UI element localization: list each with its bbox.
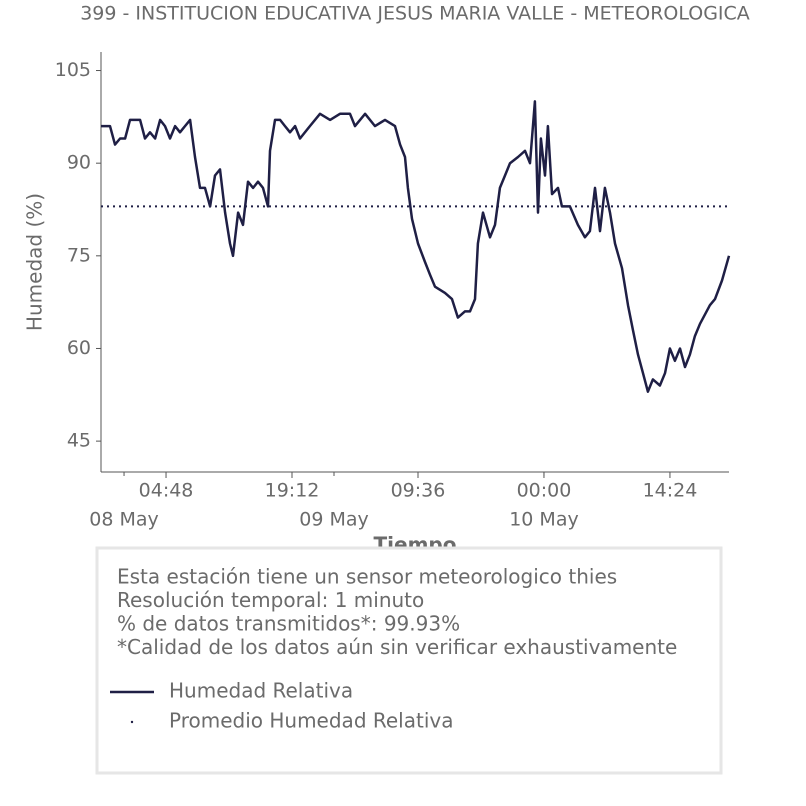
legend-label: Promedio Humedad Relativa [169, 709, 453, 733]
x-date-label: 08 May [89, 509, 159, 531]
y-tick-label: 60 [67, 337, 91, 359]
x-tick-label: 04:48 [139, 480, 194, 502]
y-tick-label: 45 [67, 430, 91, 452]
y-tick-label: 90 [67, 152, 91, 174]
info-box [95, 546, 723, 775]
legend-swatch [130, 720, 134, 724]
x-tick-label: 19:12 [265, 480, 320, 502]
legend-label: Humedad Relativa [169, 679, 353, 703]
info-note: Resolución temporal: 1 minuto [117, 588, 424, 612]
x-tick-label: 09:36 [391, 480, 446, 502]
x-tick-label: 14:24 [643, 480, 698, 502]
humidity-line [101, 100, 731, 393]
info-note: % de datos transmitidos*: 99.93% [117, 612, 460, 636]
info-note: *Calidad de los datos aún sin verificar … [117, 635, 677, 659]
x-date-label: 10 May [509, 509, 579, 531]
info-note: Esta estación tiene un sensor meteorolog… [117, 565, 617, 589]
chart-title: 399 - INSTITUCION EDUCATIVA JESUS MARIA … [80, 3, 750, 25]
x-date-label: 09 May [299, 509, 369, 531]
y-tick-label: 105 [55, 59, 91, 81]
x-tick-label: 00:00 [517, 480, 572, 502]
y-axis-label: Humedad (%) [23, 193, 47, 331]
y-tick-label: 75 [67, 244, 91, 266]
